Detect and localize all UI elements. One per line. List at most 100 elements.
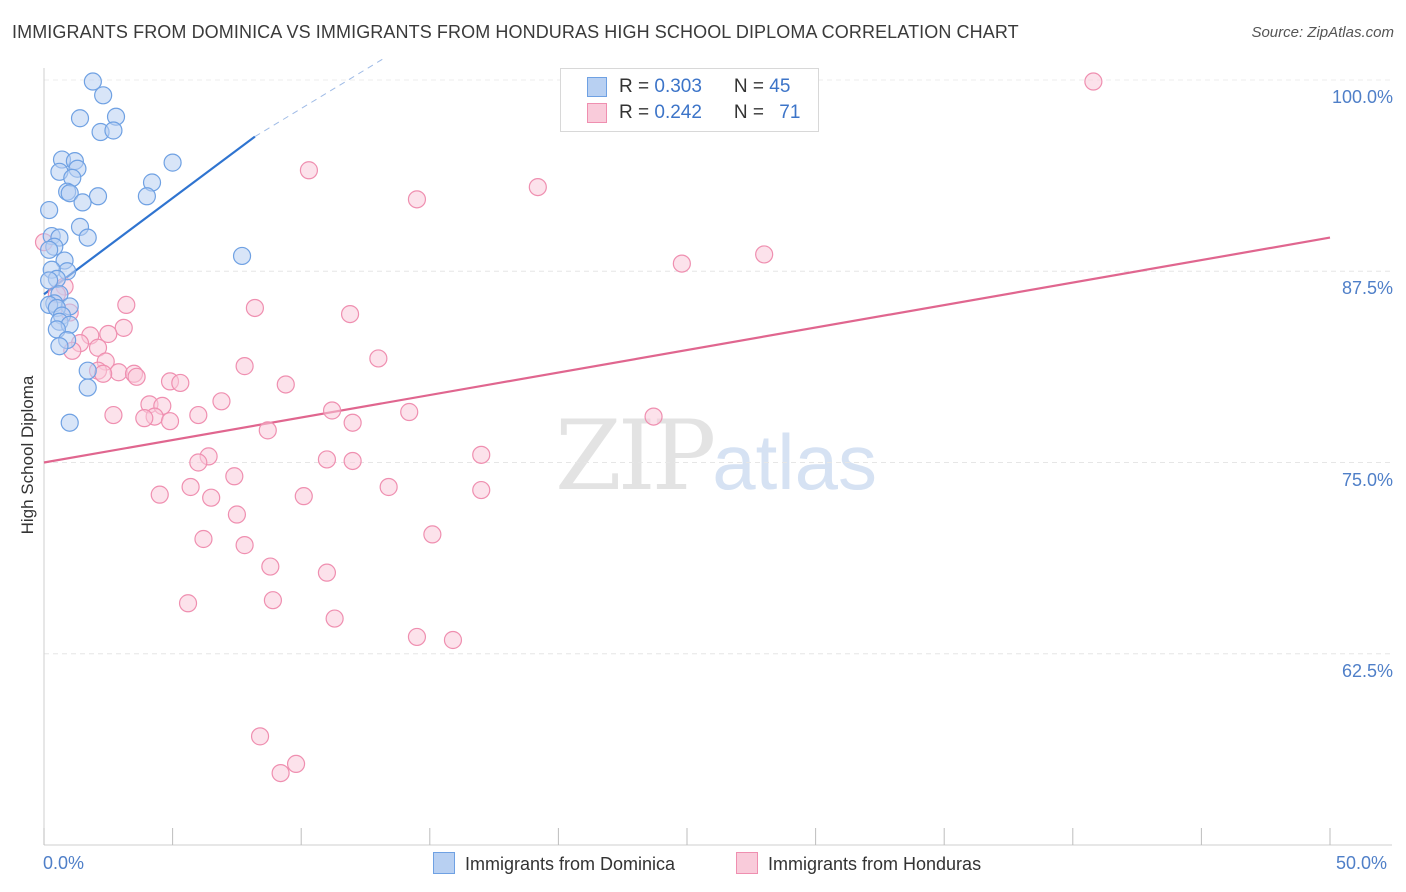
dominica-trend-extension — [254, 56, 387, 138]
honduras-point — [369, 349, 388, 368]
honduras-point — [114, 318, 133, 337]
honduras-point — [99, 324, 118, 344]
honduras-point — [443, 630, 463, 650]
axes — [43, 68, 1392, 846]
honduras-point — [472, 445, 491, 464]
legend-item-dominica: Immigrants from Dominica — [433, 852, 675, 875]
dominica-point — [94, 86, 113, 105]
honduras-point — [325, 609, 344, 628]
y-axis-title: High School Diploma — [18, 375, 37, 535]
honduras-point — [299, 161, 319, 180]
honduras-point — [245, 298, 265, 318]
legend-r-value: 0.242 — [654, 102, 702, 123]
dominica-point — [104, 121, 123, 140]
honduras-point — [88, 338, 108, 357]
honduras-point — [407, 627, 427, 647]
correlation-legend: R = 0.303 N = 45 R = 0.242 N = 71 — [560, 68, 819, 132]
dominica-point — [70, 109, 90, 128]
honduras-point — [472, 480, 491, 500]
dominica-point — [78, 361, 97, 380]
honduras-point — [400, 402, 419, 422]
honduras-point — [227, 505, 246, 524]
honduras-point — [528, 178, 547, 197]
honduras-point — [135, 409, 154, 428]
honduras-point — [117, 295, 136, 315]
legend-n-value: 71 — [779, 102, 801, 123]
honduras-point — [317, 563, 337, 582]
honduras-point — [94, 364, 113, 383]
x-tick-label-max: 50.0% — [1336, 853, 1388, 873]
honduras-point — [286, 754, 306, 774]
legend-r-label: R = — [619, 102, 655, 123]
dominica-point — [40, 240, 59, 259]
dominica-legend-swatch — [433, 852, 455, 874]
dominica-legend-label: Immigrants from Dominica — [465, 854, 676, 874]
honduras-point — [322, 401, 342, 420]
honduras-point — [235, 536, 254, 555]
honduras-point — [294, 487, 313, 506]
dominica-trend-line — [43, 135, 256, 296]
dominica-point — [73, 193, 92, 212]
dominica-point — [88, 187, 108, 206]
honduras-point — [407, 190, 427, 209]
honduras-point — [225, 467, 244, 486]
honduras-point — [755, 245, 774, 264]
honduras-point — [127, 367, 146, 386]
y-tick-label: 62.5% — [1341, 660, 1393, 681]
dominica-point — [40, 271, 59, 290]
y-tick-label: 100.0% — [1331, 87, 1393, 107]
honduras-points — [34, 72, 1103, 783]
honduras-point — [343, 413, 362, 432]
honduras-point — [261, 557, 280, 576]
legend-item-honduras: Immigrants from Honduras — [736, 852, 981, 875]
dominica-swatch — [587, 76, 607, 97]
honduras-point — [160, 412, 180, 431]
honduras-point — [104, 405, 123, 425]
dominica-point — [60, 184, 79, 203]
honduras-point — [109, 363, 128, 382]
honduras-point — [340, 304, 360, 324]
trend-lines — [43, 56, 1331, 464]
source-label: Source: ZipAtlas.com — [1251, 24, 1394, 41]
honduras-point — [1084, 72, 1103, 91]
honduras-point — [343, 451, 362, 471]
honduras-point — [235, 357, 254, 376]
dominica-point — [78, 228, 97, 247]
honduras-point — [258, 421, 277, 440]
honduras-point — [194, 529, 213, 549]
honduras-legend-label: Immigrants from Honduras — [768, 854, 982, 874]
honduras-point — [202, 488, 221, 507]
dominica-points — [40, 72, 252, 432]
legend-row-dominica: R = 0.303 N = 45 — [587, 76, 790, 100]
honduras-swatch — [587, 102, 607, 123]
legend-r-value: 0.303 — [654, 76, 702, 97]
honduras-point — [171, 373, 190, 393]
honduras-point — [379, 477, 398, 497]
honduras-trend-line — [43, 236, 1331, 464]
honduras-point — [150, 485, 169, 504]
honduras-point — [189, 453, 208, 472]
dominica-point — [83, 72, 102, 91]
honduras-point — [181, 477, 200, 497]
dominica-point — [232, 246, 252, 266]
dominica-point — [78, 378, 97, 397]
dominica-point — [50, 337, 69, 356]
honduras-point — [263, 591, 283, 610]
honduras-point — [212, 392, 231, 411]
honduras-point — [423, 525, 442, 544]
honduras-point — [250, 727, 270, 746]
honduras-point — [672, 254, 691, 273]
chart-title: IMMIGRANTS FROM DOMINICA VS IMMIGRANTS F… — [12, 22, 1019, 42]
honduras-point — [178, 594, 198, 613]
honduras-point — [276, 375, 295, 394]
honduras-legend-swatch — [736, 852, 758, 874]
legend-r-label: R = — [619, 76, 655, 97]
honduras-point — [317, 450, 337, 469]
dominica-point — [60, 413, 79, 432]
legend-n-value: 45 — [769, 76, 791, 97]
y-tick-label: 75.0% — [1341, 469, 1393, 490]
x-tick-label-min: 0.0% — [43, 853, 85, 873]
legend-n-label: N = — [733, 76, 770, 97]
honduras-point — [271, 763, 290, 783]
